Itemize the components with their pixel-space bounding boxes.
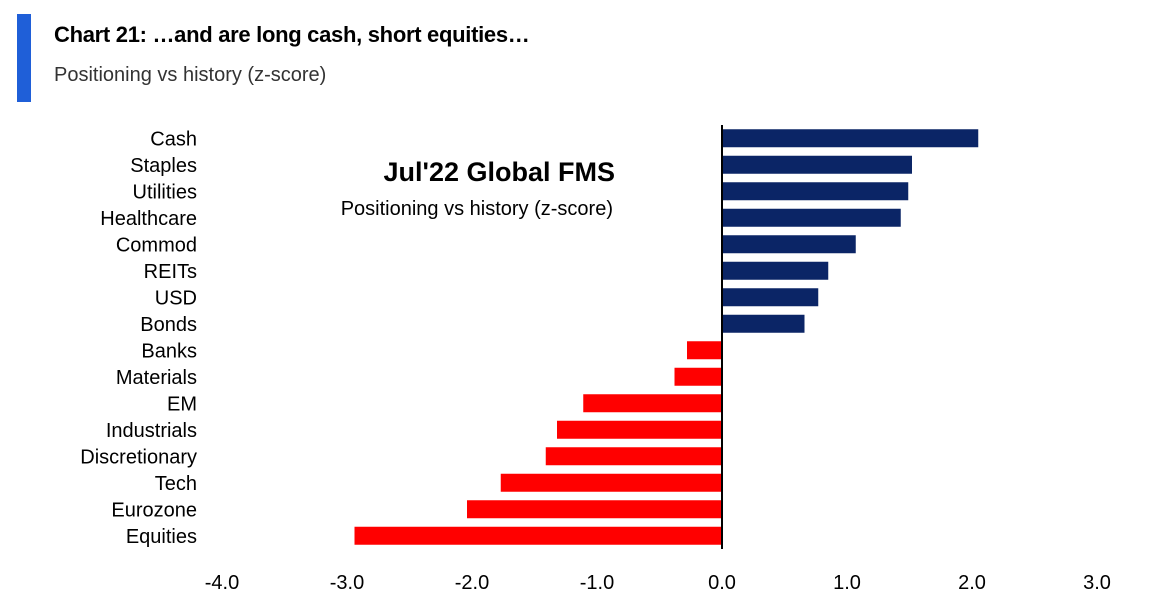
category-label-healthcare: Healthcare (100, 208, 197, 230)
inner-chart-subtitle: Positioning vs history (z-score) (341, 198, 613, 220)
category-label-utilities: Utilities (133, 181, 197, 203)
category-labels: Cash Staples Utilities Healthcare Commod REIT… (80, 128, 197, 548)
category-label-usd: USD (155, 287, 197, 309)
bar-banks (687, 341, 722, 360)
x-tick-label: -2.0 (455, 572, 489, 594)
category-label-equities: Equities (126, 526, 197, 548)
category-label-em: EM (167, 393, 197, 415)
bar-commod (722, 235, 856, 254)
x-tick-label: 3.0 (1083, 572, 1111, 594)
x-tick-label: 1.0 (833, 572, 861, 594)
category-label-commod: Commod (116, 234, 197, 256)
chart-title: Chart 21: …and are long cash, short equi… (54, 22, 530, 47)
x-tick-label: -4.0 (205, 572, 239, 594)
bar-bonds (722, 314, 805, 333)
category-label-reits: REITs (144, 261, 197, 283)
category-label-banks: Banks (141, 340, 197, 362)
category-label-cash: Cash (150, 128, 197, 150)
category-label-industrials: Industrials (106, 420, 197, 442)
bar-reits (722, 261, 829, 280)
bar-usd (722, 288, 819, 307)
title-accent-bar (17, 14, 31, 102)
category-label-staples: Staples (130, 155, 197, 177)
bar-eurozone (467, 500, 722, 519)
bar-utilities (722, 182, 909, 201)
bar-equities (354, 526, 722, 545)
category-label-materials: Materials (116, 367, 197, 389)
bar-staples (722, 155, 912, 174)
x-tick-label: 2.0 (958, 572, 986, 594)
bars (354, 129, 979, 545)
chart-subtitle: Positioning vs history (z-score) (54, 64, 327, 86)
category-label-bonds: Bonds (140, 314, 197, 336)
bar-healthcare (722, 208, 901, 227)
bar-tech (500, 473, 722, 492)
category-label-tech: Tech (155, 473, 197, 495)
inner-chart-title: Jul'22 Global FMS (384, 157, 615, 187)
bar-materials (674, 367, 722, 386)
category-label-eurozone: Eurozone (111, 499, 197, 521)
x-axis-tick-labels: -4.0 -3.0 -2.0 -1.0 0.0 1.0 2.0 3.0 (205, 572, 1111, 594)
bar-discretionary (545, 447, 722, 466)
bar-em (583, 394, 722, 413)
bar-cash (722, 129, 979, 148)
x-tick-label: -1.0 (580, 572, 614, 594)
bar-industrials (557, 420, 722, 439)
x-tick-label: 0.0 (708, 572, 736, 594)
category-label-discretionary: Discretionary (80, 446, 197, 468)
x-tick-label: -3.0 (330, 572, 364, 594)
